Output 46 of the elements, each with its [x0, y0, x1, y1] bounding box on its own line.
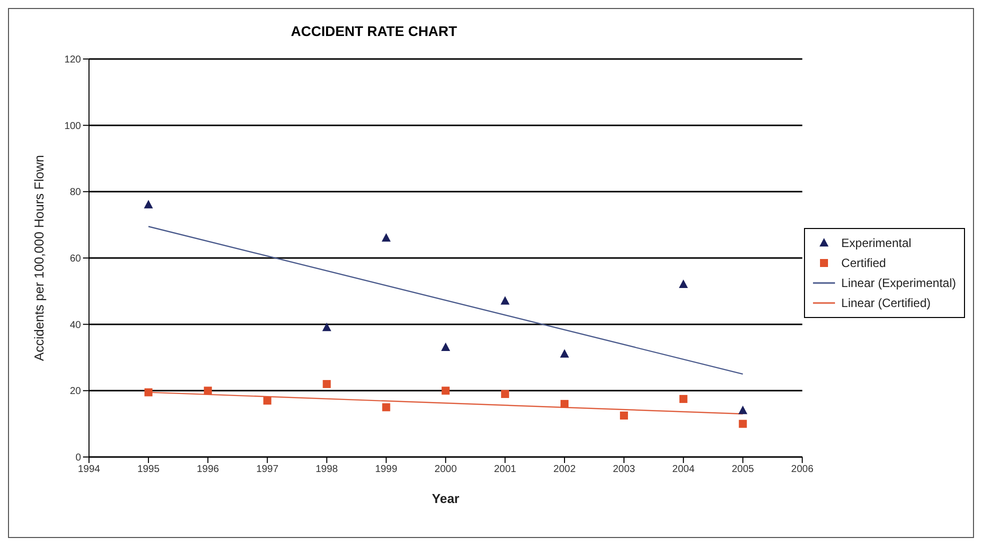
legend-label: Certified: [841, 255, 886, 272]
y-tick-label: 60: [70, 254, 82, 265]
x-axis-title: Year: [432, 491, 460, 506]
x-tick-label: 2000: [434, 464, 458, 476]
point: [322, 380, 331, 388]
y-tick-label: 0: [75, 452, 82, 464]
point: [382, 403, 390, 412]
x-tick-label: 1998: [316, 464, 338, 476]
point: [500, 296, 510, 305]
point: [678, 280, 688, 288]
x-tick-label: 2004: [672, 464, 695, 476]
x-tick-label: 1994: [78, 464, 101, 476]
point: [441, 342, 450, 352]
point: [144, 388, 152, 396]
point: [263, 396, 272, 405]
x-tick-label: 1997: [256, 464, 279, 476]
legend-label: Experimental: [841, 235, 912, 252]
point: [738, 406, 748, 414]
x-tick-label: 1999: [375, 464, 398, 476]
legend-label: Linear (Certified): [841, 295, 931, 312]
y-axis-title: Accidents per 100,000 Hours Flown: [32, 155, 47, 361]
x-tick-label: 1996: [196, 464, 220, 476]
y-tick-label: 120: [64, 54, 82, 66]
point: [382, 233, 391, 242]
point: [560, 349, 570, 358]
y-tick-label: 100: [64, 120, 82, 132]
point: [442, 386, 450, 395]
y-tick-label: 20: [70, 386, 82, 398]
y-tick-label: 80: [70, 187, 82, 198]
x-tick-label: 2003: [612, 464, 636, 476]
point: [620, 412, 628, 420]
point: [679, 394, 688, 403]
point: [204, 386, 212, 395]
legend-label: Linear (Experimental): [841, 275, 956, 292]
point: [322, 322, 332, 332]
x-tick-label: 2005: [732, 464, 754, 476]
point: [144, 200, 153, 208]
point: [738, 420, 747, 428]
point: [560, 400, 569, 408]
x-tick-label: 2001: [494, 464, 517, 476]
x-tick-label: 2006: [791, 464, 814, 476]
point: [501, 390, 510, 398]
x-tick-label: 2002: [553, 464, 576, 476]
y-tick-label: 40: [70, 320, 82, 331]
x-tick-label: 1995: [137, 464, 160, 476]
chart-title: ACCIDENT RATE CHART: [290, 23, 458, 39]
